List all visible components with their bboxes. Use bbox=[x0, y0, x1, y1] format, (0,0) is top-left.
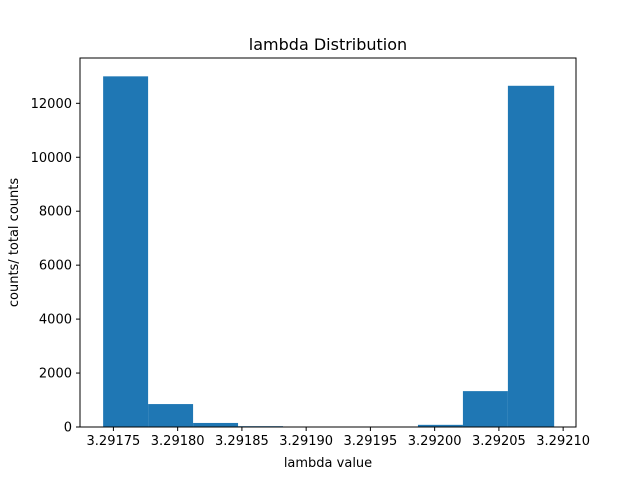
x-tick-label: 3.29190 bbox=[279, 434, 333, 449]
histogram-bar bbox=[507, 85, 555, 427]
y-tick-label: 6000 bbox=[39, 259, 72, 274]
histogram-bar bbox=[462, 391, 508, 427]
y-tick-label: 4000 bbox=[39, 313, 72, 328]
x-axis-label: lambda value bbox=[284, 456, 372, 471]
x-axis-ticks: 3.29175 3.29180 3.29185 3.29190 3.29195 3.292… bbox=[87, 427, 590, 449]
y-axis-ticks: 0 2000 4000 6000 8000 10000 12000 bbox=[31, 97, 80, 436]
histogram-bar bbox=[103, 76, 149, 427]
histogram-bar bbox=[193, 422, 239, 427]
y-tick-label: 0 bbox=[64, 421, 72, 436]
x-tick-label: 3.29195 bbox=[344, 434, 398, 449]
x-tick-label: 3.29180 bbox=[151, 434, 205, 449]
x-tick-label: 3.29205 bbox=[472, 434, 526, 449]
x-tick-label: 3.29175 bbox=[87, 434, 141, 449]
x-tick-label: 3.29200 bbox=[408, 434, 462, 449]
x-tick-label: 3.29210 bbox=[536, 434, 590, 449]
bars-group bbox=[103, 76, 555, 427]
histogram-bar bbox=[148, 404, 194, 427]
y-tick-label: 10000 bbox=[31, 151, 72, 166]
x-tick-label: 3.29185 bbox=[215, 434, 269, 449]
y-tick-label: 8000 bbox=[39, 205, 72, 220]
y-axis-label: counts/ total counts bbox=[7, 178, 22, 307]
y-tick-label: 12000 bbox=[31, 97, 72, 112]
chart-title: lambda Distribution bbox=[249, 35, 407, 54]
histogram-bar bbox=[417, 424, 463, 427]
plot-area-frame bbox=[79, 57, 577, 428]
y-tick-label: 2000 bbox=[39, 367, 72, 382]
